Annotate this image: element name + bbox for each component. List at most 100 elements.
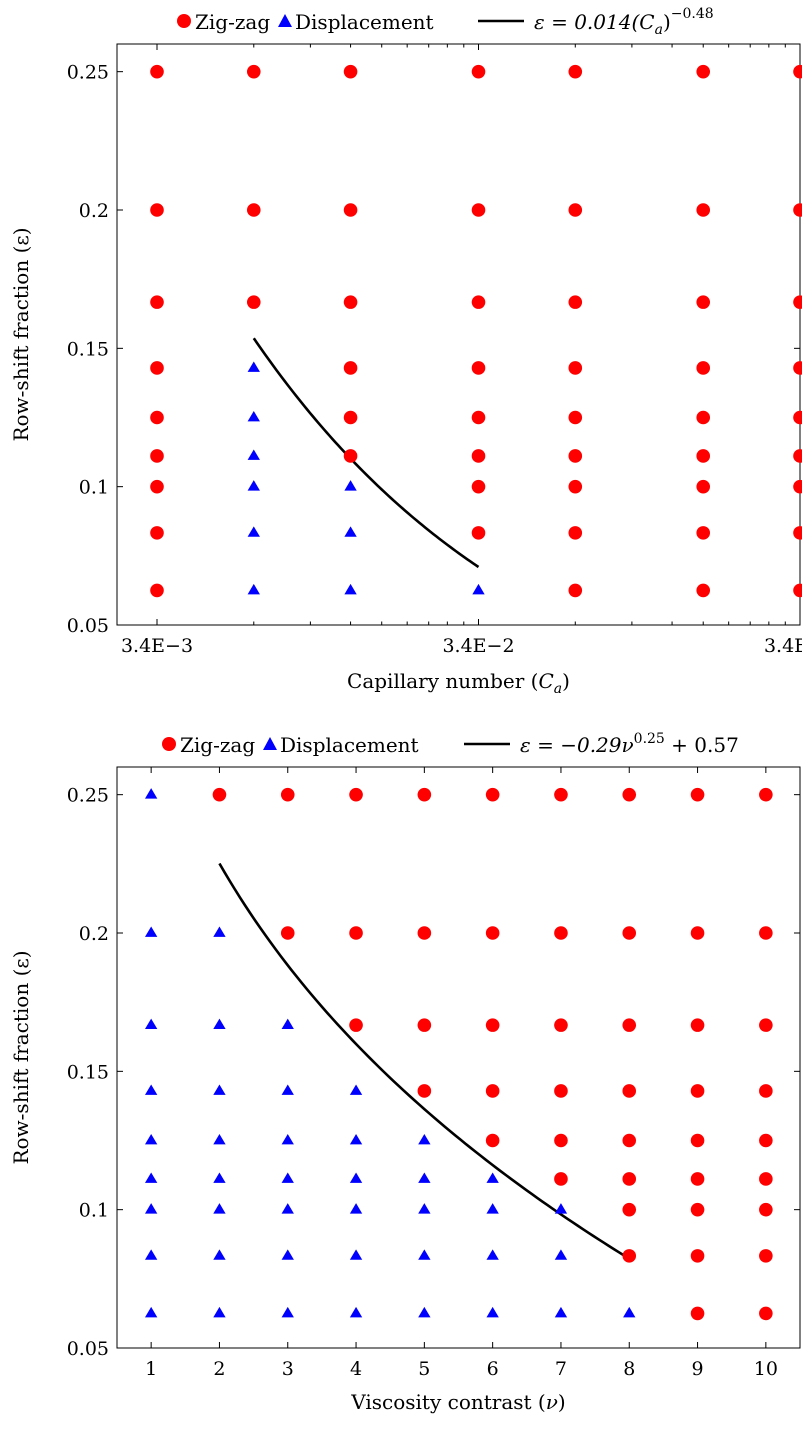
zigzag-point [246,203,261,217]
y-tick-label: 0.05 [67,615,109,637]
displacement-point [349,1306,363,1318]
y-axis-title: Row-shift fraction (ε) [9,950,33,1164]
zigzag-point [150,64,164,79]
zigzag-point [696,64,711,79]
fit-line [218,862,630,1260]
zigzag-point [150,583,164,598]
plot-frame [116,43,801,626]
chart-1: 0.05 0.1 0.15 0.2 0.25 3.4E−3 3.4E−2 3.4E−1 Capi… [9,6,802,697]
displacement-point [486,1306,499,1318]
displacement-point [247,449,260,460]
legend-displacement-label: Displacement [280,733,419,757]
displacement-point [349,1249,363,1260]
zigzag-point [696,410,711,425]
displacement-point [144,1203,158,1214]
zigzag-point [150,449,164,463]
zigzag-point [690,1249,705,1263]
displacement-point [247,411,260,422]
zigzag-point [417,1018,432,1032]
zigzag-point [690,1018,705,1032]
legend-displacement-marker [263,737,277,750]
zigzag-point [690,1306,705,1321]
zigzag-point [622,1018,637,1032]
fit-line [252,337,480,569]
zigzag-point [485,1084,500,1098]
zigzag-point [759,926,773,940]
zigzag-point [343,203,358,217]
chart-2: 0.05 0.1 0.15 0.2 0.25 1 2 3 4 5 6 7 8 9 10 Viscosity c… [9,731,801,1414]
x-tick-label: 3.4E−2 [442,635,514,657]
zigzag-point [622,787,637,802]
zigzag-point [471,64,486,79]
zigzag-point [417,926,432,940]
plot-frame [116,766,801,1349]
zigzag-point [759,1249,773,1263]
zigzag-point [568,449,583,463]
displacement-point [247,361,260,372]
zigzag-point [471,449,486,463]
displacement-point [247,526,260,537]
displacement-point [554,1249,568,1260]
x-tick-label: 8 [623,1358,635,1380]
displacement-point [344,583,357,595]
zigzag-point [690,1202,705,1217]
zigzag-point [554,926,568,940]
displacement-point [281,1018,294,1030]
zigzag-point [471,526,486,540]
zigzag-point [343,64,358,79]
zigzag-point [150,410,164,425]
y-tick-label: 0.2 [79,923,109,945]
x-tick-label: 10 [754,1358,778,1380]
zigzag-point [690,787,705,802]
zigzag-point [793,410,802,425]
zigzag-point [793,583,802,598]
zigzag-point [471,295,486,309]
zigzag-point [349,926,363,940]
zigzag-point [568,526,583,540]
zigzag-point [343,361,358,375]
x-tick-label: 7 [555,1358,567,1380]
zigzag-point [471,479,486,494]
displacement-point [247,480,260,491]
y-tick-label: 0.25 [67,785,109,807]
zigzag-point [568,361,583,375]
displacement-point [247,583,260,595]
legend-zigzag-marker [177,14,191,28]
zigzag-point [150,479,164,494]
displacement-point [344,480,357,491]
zigzag-point [793,361,802,375]
displacement-point [144,1084,158,1095]
x-tick-label: 1 [145,1358,157,1380]
y-tick-label: 0.1 [79,1200,109,1222]
y-axis-title: Row-shift fraction (ε) [9,227,33,441]
y-tick-label: 0.15 [67,338,109,360]
zigzag-point [471,203,486,217]
displacement-point [486,1203,499,1214]
displacement-point [144,788,158,799]
y-tick-label: 0.05 [67,1338,109,1360]
zigzag-point [793,526,802,540]
zigzag-point [793,64,802,79]
zigzag-point [568,410,583,425]
zigzag-point [759,1306,773,1321]
displacement-point [349,1203,363,1214]
displacement-point [281,1084,294,1095]
zigzag-point [696,295,711,309]
zigzag-point [759,787,773,802]
legend-zigzag-label: Zig-zag [180,733,255,757]
displacement-point [144,926,158,937]
zigzag-point [696,361,711,375]
zigzag-point [696,526,711,540]
zigzag-point [280,787,295,802]
zigzag-point [280,926,295,940]
zigzag-point [343,295,358,309]
zigzag-point [690,1084,705,1098]
displacement-point [281,1203,294,1214]
zigzag-point [246,64,261,79]
displacement-point [213,1172,226,1183]
displacement-point [349,1134,363,1145]
displacement-point [418,1306,431,1318]
zigzag-point [485,1133,500,1148]
zigzag-point [622,1172,637,1186]
